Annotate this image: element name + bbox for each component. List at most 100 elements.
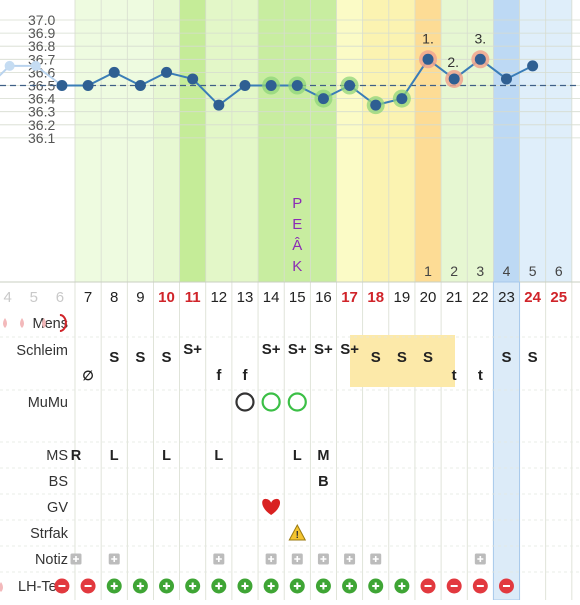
temp-point-faded — [4, 60, 15, 71]
temp-point-label: 1. — [422, 30, 434, 46]
lh-symbol — [346, 582, 354, 590]
temp-point — [213, 99, 225, 111]
schleim-value: S — [371, 349, 381, 366]
schleim-value: S — [501, 349, 511, 366]
temp-point — [187, 73, 199, 85]
bs-value: B — [318, 474, 328, 490]
y-tick-label: 37.0 — [28, 12, 55, 28]
lh-symbol — [241, 582, 249, 590]
schleim-value: S+ — [262, 341, 281, 358]
temp-point — [82, 80, 94, 91]
mumu-circle — [235, 392, 255, 412]
post-ov-day-label: 3 — [476, 263, 484, 279]
row-label: Mens — [33, 316, 68, 332]
day-number: 19 — [394, 289, 411, 306]
note-icon-plus — [268, 556, 275, 562]
ms-value: R — [71, 448, 82, 464]
lh-symbol — [136, 582, 144, 590]
peak-letter: Â — [292, 237, 302, 254]
day-number: 11 — [185, 289, 201, 306]
temp-point — [344, 80, 356, 91]
temp-point — [134, 80, 146, 91]
row-label: MS — [46, 448, 68, 464]
day-number: 24 — [524, 289, 541, 306]
y-tick-label: 36.9 — [28, 25, 55, 41]
schleim-value: S — [109, 349, 119, 366]
day-number: 18 — [367, 289, 384, 306]
drop-icon — [3, 318, 7, 328]
schleim-value: ∅ — [82, 368, 93, 383]
day-number: 5 — [30, 289, 38, 306]
schleim-values: ∅S S S S+f fS+ S+ S+ S+ S S St tS S — [82, 341, 537, 384]
mumu-circle — [261, 392, 281, 412]
mumu-circle — [287, 392, 307, 412]
lh-symbol — [319, 582, 327, 590]
post-ovulation-days: 1 2 3 4 5 6 — [424, 263, 563, 279]
warning-mark: ! — [296, 530, 299, 541]
day23-highlight — [493, 282, 520, 600]
post-ov-day-label: 1 — [424, 263, 432, 279]
phase-band — [179, 0, 206, 282]
note-icon-plus — [477, 556, 484, 562]
drop-icon — [20, 318, 24, 328]
temp-point-faded — [30, 60, 41, 71]
lh-symbol — [372, 582, 380, 590]
mumu-values — [235, 392, 307, 412]
temp-point — [161, 66, 173, 78]
lh-symbol — [189, 582, 197, 590]
temp-point — [448, 73, 460, 85]
phase-band — [493, 0, 520, 282]
day-number: 20 — [420, 289, 437, 306]
temp-point — [527, 60, 539, 72]
post-ov-day-label: 4 — [503, 263, 511, 279]
lh-symbol — [110, 582, 118, 590]
warning-icon — [288, 523, 307, 541]
ms-value: L — [162, 448, 171, 464]
day-number: 15 — [289, 289, 306, 306]
lh-symbol — [267, 582, 275, 590]
temp-point — [422, 53, 434, 65]
note-icon-plus — [73, 556, 79, 562]
peak-letter: E — [292, 216, 302, 233]
schleim-value: f — [216, 367, 222, 384]
y-tick-label: 36.4 — [28, 91, 55, 107]
schleim-value: S+ — [340, 341, 359, 358]
row-label: Notiz — [35, 552, 68, 568]
lh-symbol — [215, 582, 223, 590]
note-icon-plus — [294, 556, 301, 562]
row-label: Schleim — [16, 343, 68, 359]
day-number: 7 — [84, 289, 92, 306]
schleim-value: t — [452, 367, 457, 384]
heart-icon — [262, 498, 281, 515]
post-ov-day-label: 6 — [555, 263, 563, 279]
temp-point — [239, 80, 251, 91]
lh-values — [54, 578, 514, 594]
bs-values: B — [318, 474, 328, 490]
day-number: 6 — [56, 289, 64, 306]
peak-letter: P — [292, 195, 302, 212]
schleim-value: S — [135, 349, 145, 366]
ms-value: L — [293, 448, 302, 464]
day-number: 22 — [472, 289, 489, 306]
schleim-value: S — [162, 349, 172, 366]
row-label: BS — [49, 474, 68, 490]
day-number: 8 — [110, 289, 118, 306]
day-number: 21 — [446, 289, 463, 306]
temp-point — [370, 99, 382, 111]
temp-point — [108, 66, 120, 78]
note-icon-plus — [372, 556, 379, 562]
day-number: 13 — [237, 289, 254, 306]
lh-symbol — [293, 582, 301, 590]
note-icon-plus — [215, 556, 222, 562]
y-axis: 37.036.936.836.736.636.536.436.336.236.1 — [28, 12, 55, 146]
temp-point — [291, 80, 303, 91]
phase-band — [153, 0, 180, 282]
schleim-value: S+ — [183, 341, 202, 358]
note-icon-plus — [111, 556, 118, 562]
ms-value: M — [317, 448, 329, 464]
day-number: 16 — [315, 289, 332, 306]
